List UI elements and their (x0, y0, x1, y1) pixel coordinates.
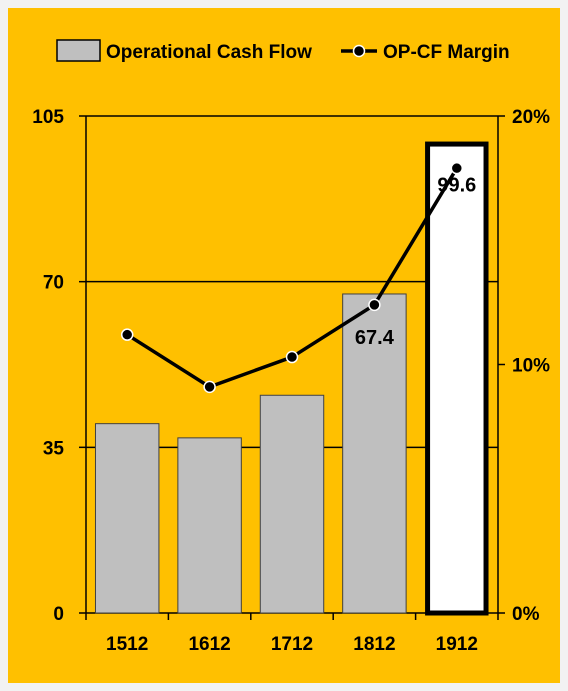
y-left-tick-label: 105 (32, 107, 64, 128)
x-tick-label: 1512 (106, 634, 148, 655)
bar-1512 (94, 423, 160, 614)
y-left-tick-label: 70 (43, 273, 64, 294)
marker-1912 (450, 161, 464, 175)
marker-1612 (203, 380, 216, 394)
bar-1612 (177, 437, 242, 614)
x-tick-label: 1612 (188, 634, 230, 655)
y-left-tick-label: 0 (53, 604, 64, 625)
data-label-1912: 99.6 (437, 175, 476, 197)
x-tick-label: 1712 (271, 634, 313, 655)
y-right-tick-label: 0% (512, 604, 540, 625)
legend-label-bar: Operational Cash Flow (106, 42, 312, 63)
bar-1712 (259, 394, 325, 614)
bar-1912 (425, 141, 489, 616)
legend-swatch-bar (56, 39, 101, 62)
marker-1712 (285, 350, 299, 364)
x-tick-label: 1912 (436, 634, 478, 655)
marker-1812 (368, 298, 381, 312)
legend-label-line: OP-CF Margin (383, 42, 510, 63)
marker-1512 (120, 328, 134, 341)
y-left-tick-label: 35 (43, 438, 65, 459)
y-right-tick-label: 10% (512, 356, 550, 377)
legend-swatch-marker (352, 44, 366, 58)
y-right-tick-label: 20% (512, 107, 550, 128)
bar-1812 (342, 293, 407, 614)
chart-panel: 0 35 70 105 0% 10% 20% 1512 1612 1712 1812 1912 67.4… (8, 8, 560, 683)
x-tick-label: 1812 (353, 634, 395, 655)
data-label-1812: 67.4 (355, 327, 395, 349)
chart: 0 35 70 105 0% 10% 20% 1512 1612 1712 1812 1912 67.4… (8, 8, 560, 683)
